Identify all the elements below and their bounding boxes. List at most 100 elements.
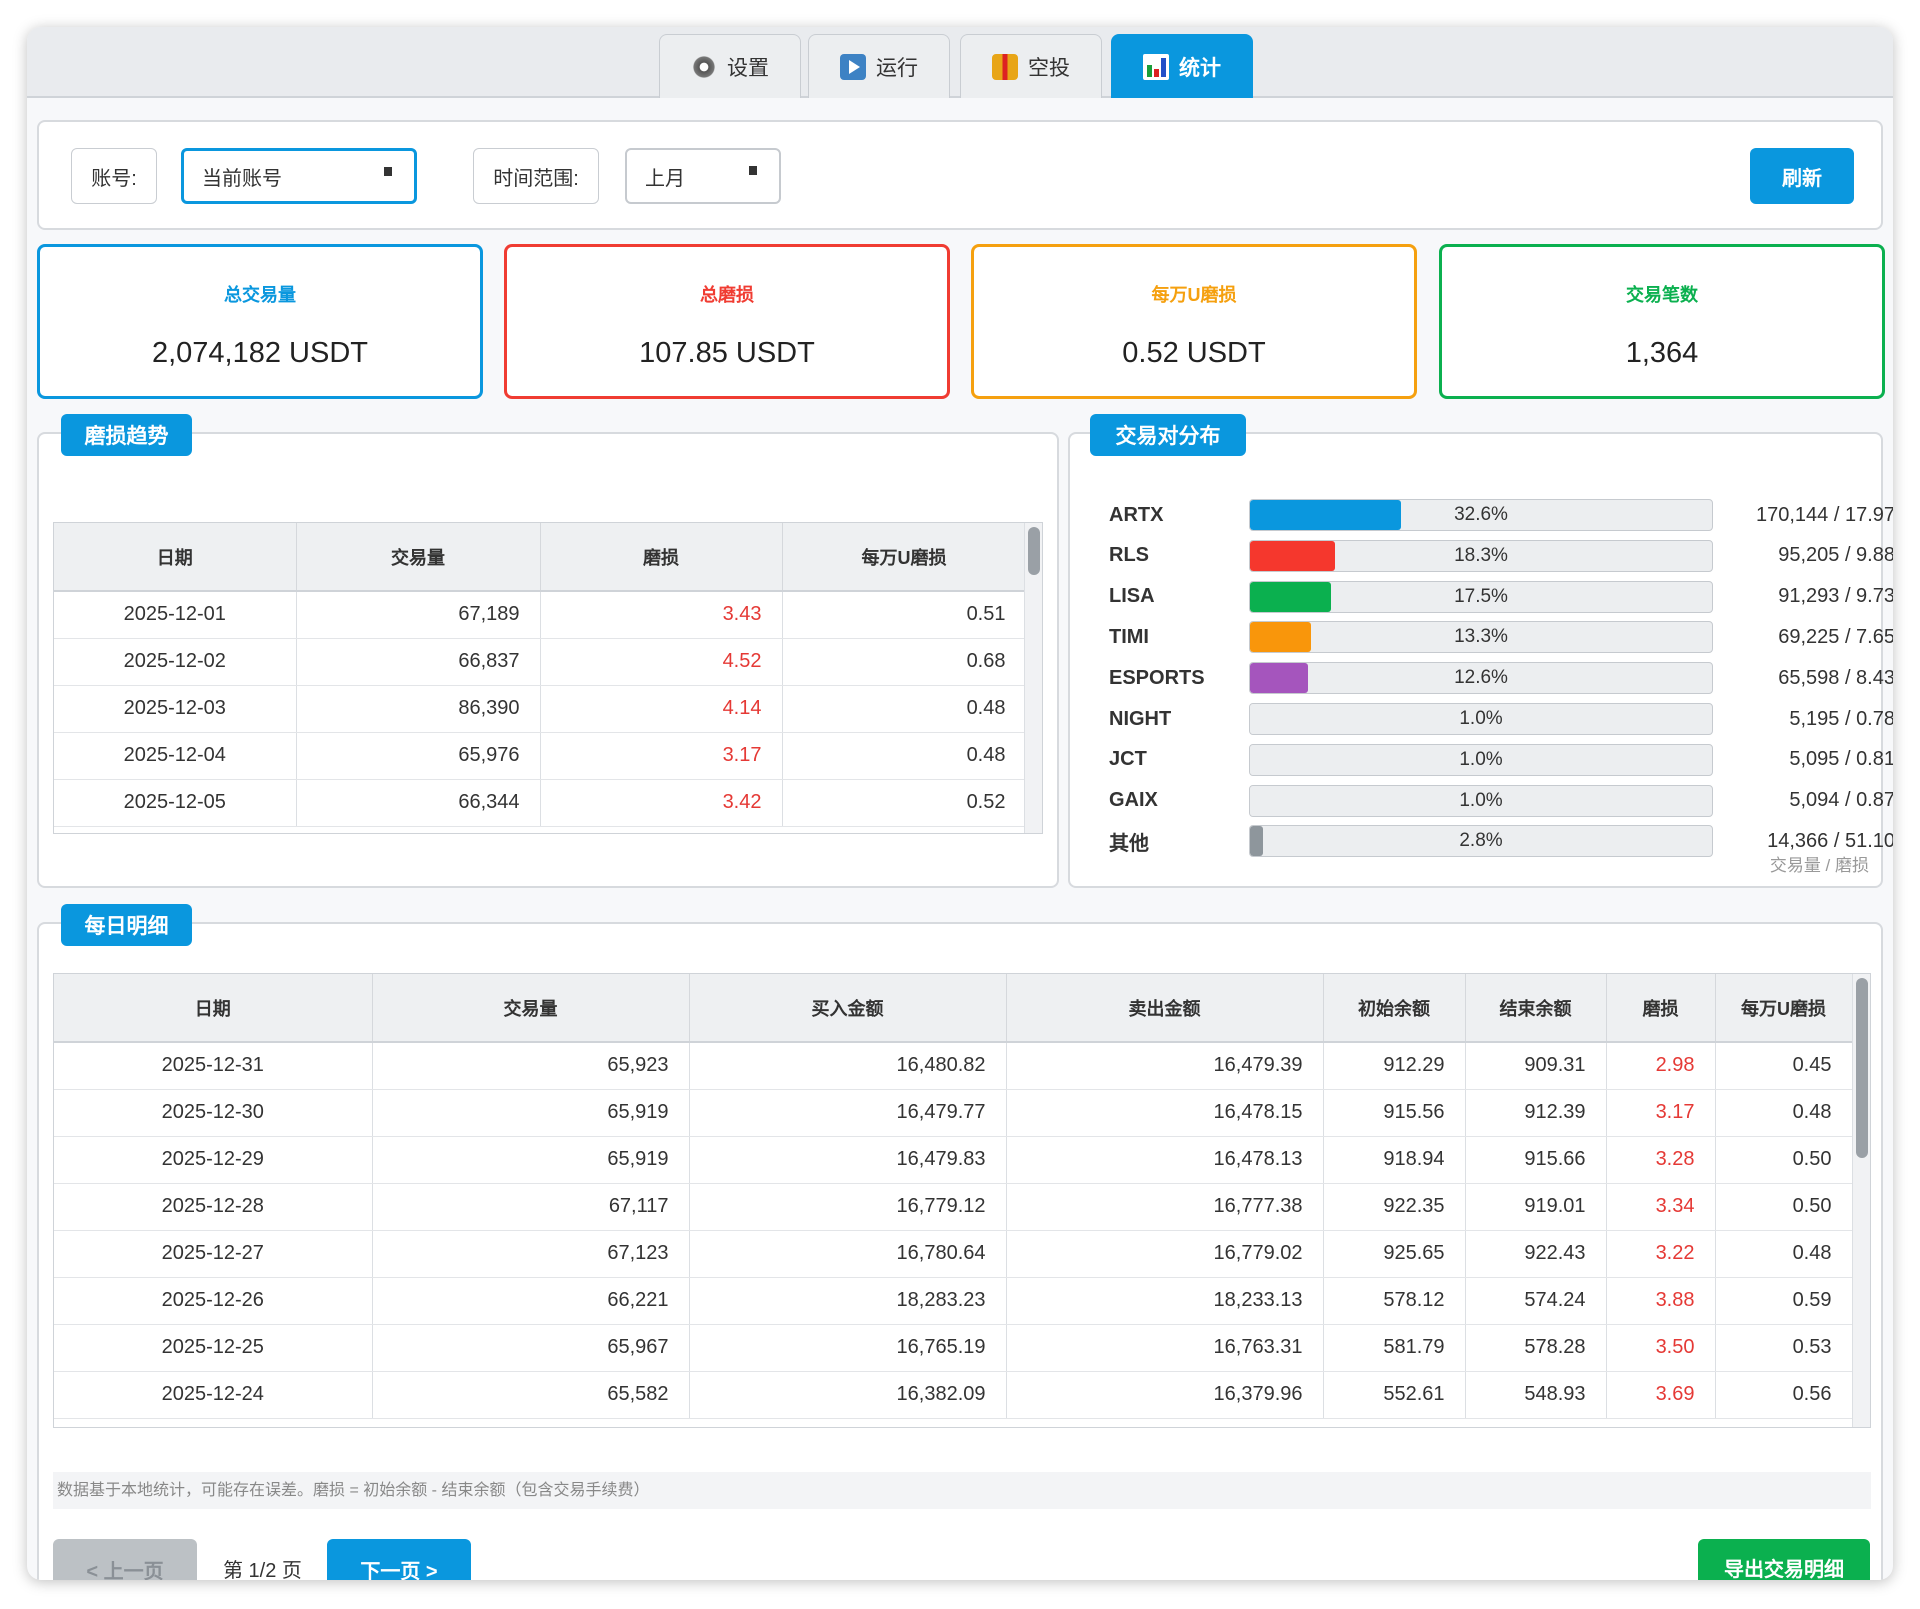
table-cell: 16,779.02 [1006,1230,1324,1278]
share-bar: 2.8% [1249,825,1713,858]
table-row: 2025-12-03 86,390 4.14 0.48 [54,685,1027,733]
next-page-button[interactable]: 下一页 > [327,1539,471,1580]
pair-value: 91,293 / 9.73 [1778,585,1893,608]
table-cell: 65,976 [296,732,541,780]
stat-card: 交易笔数 1,364 [1439,244,1885,399]
table-cell: 912.39 [1465,1089,1607,1137]
column-header[interactable]: 交易量 [372,974,690,1043]
table-cell: 86,390 [296,685,541,733]
column-header[interactable]: 磨损 [540,523,783,592]
tab-run[interactable]: 运行 [808,34,950,98]
table-cell: 16,479.39 [1006,1042,1324,1090]
share-bar-fill [1250,704,1255,734]
column-header[interactable]: 结束余额 [1465,974,1607,1043]
table-cell: 67,123 [372,1230,690,1278]
table-cell: 16,379.96 [1006,1371,1324,1419]
account-value: 当前账号 [202,167,282,190]
column-header[interactable]: 日期 [54,974,373,1043]
table-cell: 0.52 [782,779,1027,827]
table-cell: 18,283.23 [689,1277,1007,1325]
table-cell: 0.45 [1715,1042,1853,1090]
column-header[interactable]: 每万U磨损 [1715,974,1853,1043]
prev-page-button[interactable]: < 上一页 [53,1539,197,1580]
stat-value: 1,364 [1625,337,1699,369]
daily-title: 每日明细 [61,904,192,946]
stat-title: 每万U磨损 [1151,285,1237,305]
daily-scrollbar[interactable] [1852,974,1870,1427]
stat-card: 总磨损 107.85 USDT [504,244,950,399]
share-bar-fill [1250,540,1335,571]
table-cell: 919.01 [1465,1183,1607,1231]
table-row: 2025-12-25 65,967 16,765.19 16,763.31 581.79… [54,1324,1853,1372]
column-header[interactable]: 日期 [54,523,297,592]
share-bar-fill [1250,500,1401,530]
table-cell: 16,763.31 [1006,1324,1324,1372]
distribution-legend: 交易量 / 磨损 [1769,856,1869,875]
column-header[interactable]: 卖出金额 [1006,974,1324,1043]
table-cell: 16,779.12 [689,1183,1007,1231]
distribution-row: NIGHT 1.0% 5,195 / 0.78 [1109,702,1893,736]
table-cell: 2025-12-01 [54,591,297,639]
table-row: 2025-12-29 65,919 16,479.83 16,478.13 918.94… [54,1136,1853,1184]
table-cell: 2.98 [1606,1042,1716,1090]
table-row: 2025-12-30 65,919 16,479.77 16,478.15 915.56… [54,1089,1853,1137]
share-bar: 1.0% [1249,703,1713,735]
column-header[interactable]: 每万U磨损 [782,523,1027,592]
share-label: 13.3% [1454,626,1508,648]
table-row: 2025-12-31 65,923 16,480.82 16,479.39 912.29… [54,1042,1853,1090]
table-cell: 922.35 [1323,1183,1466,1231]
account-label: 账号: [71,148,157,204]
trend-table: 日期 交易量 磨损 每万U磨损 2025-12-01 67,189 3.43 0.51 2025… [53,522,1043,834]
table-cell: 2025-12-25 [54,1324,373,1372]
pair-name: LISA [1109,585,1155,608]
account-select[interactable]: 当前账号 [181,148,417,204]
table-cell: 0.48 [782,685,1027,733]
share-label: 12.6% [1454,667,1508,689]
table-cell: 0.56 [1715,1371,1853,1419]
trend-scrollbar[interactable] [1024,523,1042,833]
table-cell: 16,478.15 [1006,1089,1324,1137]
column-header[interactable]: 初始余额 [1323,974,1466,1043]
app-window: 设置 运行 空投 统计 账号: 当前账号 时间范围: 上月 刷新 总交易量 2,0… [27,27,1893,1580]
column-header[interactable]: 磨损 [1606,974,1716,1043]
table-cell: 67,117 [372,1183,690,1231]
share-bar-fill [1250,744,1255,775]
table-cell: 4.14 [540,685,783,733]
share-bar-fill [1250,826,1263,857]
table-cell: 2025-12-31 [54,1042,373,1090]
table-cell: 3.50 [1606,1324,1716,1372]
pair-name: JCT [1109,748,1147,771]
table-cell: 2025-12-04 [54,732,297,780]
pair-value: 5,195 / 0.78 [1789,707,1893,730]
column-header[interactable]: 买入金额 [689,974,1007,1043]
table-cell: 66,837 [296,638,541,686]
table-row: 2025-12-28 67,117 16,779.12 16,777.38 922.35… [54,1183,1853,1231]
pair-value: 14,366 / 51.10 [1767,829,1893,852]
table-cell: 0.50 [1715,1136,1853,1184]
distribution-row: GAIX 1.0% 5,094 / 0.87 [1109,784,1893,818]
trend-title: 磨损趋势 [61,414,192,456]
column-header[interactable]: 交易量 [296,523,541,592]
table-cell: 16,479.83 [689,1136,1007,1184]
export-button[interactable]: 导出交易明细 [1698,1539,1870,1580]
share-bar-fill [1250,663,1309,694]
table-cell: 2025-12-27 [54,1230,373,1278]
table-cell: 2025-12-26 [54,1277,373,1325]
table-cell: 65,919 [372,1136,690,1184]
range-select[interactable]: 上月 [625,148,781,204]
refresh-button[interactable]: 刷新 [1750,148,1854,204]
gear-icon [691,53,717,80]
share-bar: 18.3% [1249,539,1713,572]
tab-label: 统计 [1179,56,1221,80]
table-row: 2025-12-27 67,123 16,780.64 16,779.02 925.65… [54,1230,1853,1278]
pair-name: GAIX [1109,789,1158,812]
share-label: 32.6% [1454,504,1508,525]
share-bar-fill [1250,785,1255,816]
pair-name: NIGHT [1109,707,1172,730]
stat-title: 交易笔数 [1626,285,1698,305]
tab-bar: 设置 运行 空投 统计 [27,27,1893,98]
table-cell: 2025-12-28 [54,1183,373,1231]
tab-settings[interactable]: 设置 [659,34,801,98]
tab-airdrop[interactable]: 空投 [960,34,1102,98]
tab-stats[interactable]: 统计 [1111,34,1253,98]
